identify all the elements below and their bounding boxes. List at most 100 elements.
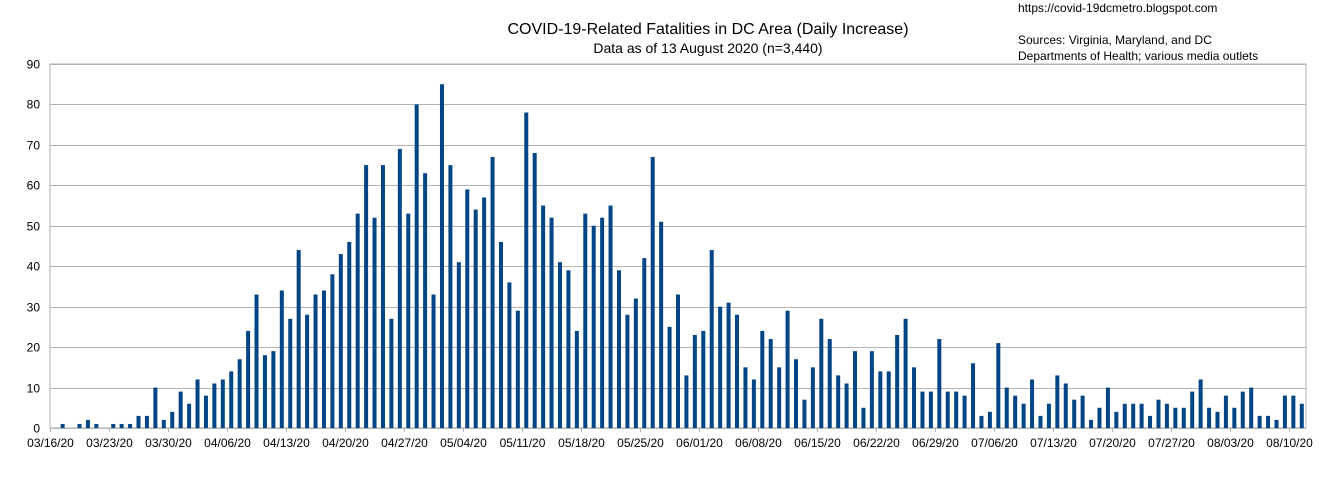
bar (439, 84, 444, 428)
bar (507, 282, 512, 428)
bar (498, 241, 503, 428)
bar (709, 250, 714, 428)
bar (144, 415, 149, 428)
bar (246, 330, 251, 428)
y-tick-label: 80 (27, 98, 41, 112)
bar (1257, 415, 1262, 428)
bar (701, 330, 706, 428)
bar (389, 318, 394, 428)
bar (760, 330, 765, 428)
bar (802, 399, 807, 428)
bar (979, 415, 984, 428)
bar (692, 334, 697, 428)
bar (195, 379, 200, 428)
bar (1215, 411, 1220, 428)
bar (633, 298, 638, 428)
bar (1190, 391, 1195, 428)
bar (271, 351, 276, 428)
bar (220, 379, 225, 428)
bar (532, 152, 537, 429)
bar (1139, 403, 1144, 428)
x-tick-label: 03/16/20 (27, 436, 74, 450)
bar (1299, 403, 1304, 428)
bar (423, 173, 428, 428)
bar (945, 391, 950, 428)
bar (85, 419, 90, 428)
bar (1080, 395, 1085, 428)
bar (667, 326, 672, 428)
x-tick-label: 03/23/20 (86, 436, 133, 450)
bar (1055, 375, 1060, 428)
bar (836, 375, 841, 428)
sources-line-1: Sources: Virginia, Maryland, and DC (1018, 33, 1212, 47)
bar (161, 419, 166, 428)
bar (262, 355, 267, 428)
bar (937, 339, 942, 428)
bar (1156, 399, 1161, 428)
bar (1274, 419, 1279, 428)
x-tick-label: 04/13/20 (263, 436, 310, 450)
bar (338, 254, 343, 428)
bar (583, 213, 588, 428)
y-tick-label: 90 (27, 58, 41, 72)
bar (1240, 391, 1245, 428)
bar (515, 310, 520, 428)
bar (456, 262, 461, 428)
y-tick-label: 10 (27, 382, 41, 396)
bar (987, 411, 992, 428)
bar (380, 165, 385, 429)
bar (321, 290, 326, 428)
bar (1038, 415, 1043, 428)
bar (928, 391, 933, 428)
bar (187, 403, 192, 428)
y-tick-label: 30 (27, 301, 41, 315)
bar (203, 395, 208, 428)
x-tick-label: 03/30/20 (145, 436, 192, 450)
bar (650, 157, 655, 428)
bar (743, 367, 748, 428)
y-tick-label: 0 (33, 422, 40, 436)
bar (1013, 395, 1018, 428)
x-tick-label: 07/06/20 (971, 436, 1018, 450)
bar (1148, 415, 1153, 428)
x-tick-label: 05/18/20 (558, 436, 605, 450)
x-tick-label: 05/25/20 (617, 436, 664, 450)
x-tick-label: 06/15/20 (794, 436, 841, 450)
bar (962, 395, 967, 428)
y-tick-label: 40 (27, 260, 41, 274)
x-tick-label: 07/27/20 (1148, 436, 1195, 450)
bar (372, 217, 377, 428)
bar (751, 379, 756, 428)
bar (541, 205, 546, 428)
chart-subtitle: Data as of 13 August 2020 (n=3,440) (593, 40, 823, 56)
bar (844, 383, 849, 428)
y-tick-label: 20 (27, 341, 41, 355)
bar (1072, 399, 1077, 428)
bar (490, 157, 495, 428)
bar (305, 314, 310, 428)
bar (794, 359, 799, 428)
bar (170, 411, 175, 428)
bar (1021, 403, 1026, 428)
bar (886, 371, 891, 428)
bar (1105, 387, 1110, 428)
bar (684, 375, 689, 428)
bar (726, 302, 731, 428)
chart-title: COVID-19-Related Fatalities in DC Area (… (507, 21, 909, 38)
bar (718, 306, 723, 428)
bar (1122, 403, 1127, 428)
bar (414, 104, 419, 428)
bar (616, 270, 621, 428)
bar (128, 423, 133, 428)
bar (296, 250, 301, 428)
bar (1131, 403, 1136, 428)
x-tick-label: 06/08/20 (735, 436, 782, 450)
bar (1089, 419, 1094, 428)
bar (549, 217, 554, 428)
x-tick-label: 06/22/20 (853, 436, 900, 450)
source-url: https://covid-19dcmetro.blogspot.com (1018, 1, 1218, 15)
x-tick-label: 05/11/20 (500, 436, 546, 450)
x-tick-label: 04/20/20 (322, 436, 369, 450)
bar (600, 217, 605, 428)
